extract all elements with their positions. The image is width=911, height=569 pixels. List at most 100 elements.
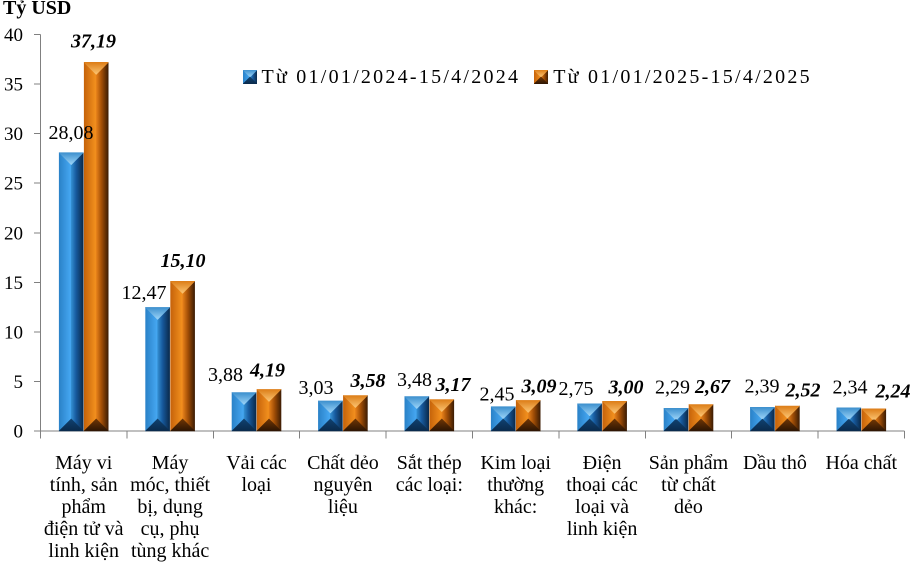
- category-label-7-line-1: từ chất: [661, 474, 716, 496]
- bar-s0-c3-bottom-face: [318, 418, 343, 432]
- category-label-0-line-4: linh kiện: [48, 540, 119, 562]
- category-label-7-line-2: dẻo: [674, 496, 703, 518]
- legend-marker-shape-s0: [242, 69, 257, 84]
- chart-legend: Từ 01/01/2024-15/4/2024 Từ 01/01/2025-15…: [242, 65, 812, 89]
- data-label-s0-c4: 3,48: [397, 369, 432, 391]
- bar-s1-c8: [775, 405, 800, 432]
- bar-s1-c2-bottom-face: [256, 418, 282, 432]
- category-label-0-line-0: Máy vi: [55, 452, 113, 474]
- bar-s1-c9: [861, 408, 887, 432]
- bar-s0-c2-bottom-face: [231, 418, 257, 432]
- bar-s0-c1: [145, 307, 170, 432]
- bar-s0-c4-top-face: [404, 396, 430, 409]
- bar-s0-c7: [663, 408, 689, 432]
- y-tick-label-15: 15: [4, 273, 23, 294]
- bar-s0-c6-bottom-face: [577, 418, 602, 432]
- category-label-0-line-2: phẩm: [61, 496, 106, 518]
- bar-s1-c0-right-face: [95, 62, 109, 432]
- category-label-4-line-0: Sắt thép: [397, 452, 462, 474]
- bar-s1-c1-bottom-face: [170, 418, 195, 432]
- data-label-s0-c5: 2,45: [480, 384, 515, 406]
- bar-s1-c6-top-face: [602, 400, 627, 414]
- category-label-1-line-2: bị, dụng: [137, 496, 203, 518]
- data-label-s1-c8: 2,52: [785, 380, 821, 402]
- category-label-9-line-0: Hóa chất: [825, 452, 897, 474]
- bar-s1-c8-bottom-face: [775, 418, 800, 432]
- data-label-s1-c1: 15,10: [161, 250, 206, 272]
- bar-s0-c1-right-face: [157, 307, 170, 432]
- legend-marker-shape-s1: [534, 69, 549, 84]
- bar-s1-c3: [343, 395, 368, 432]
- bar-s1-c1-top-face: [170, 281, 195, 294]
- legend-marker-shape-s1-top-face: [534, 69, 549, 77]
- bar-s1-c7-bottom-face: [688, 418, 714, 432]
- bar-s0-c0-left-face: [58, 152, 72, 432]
- data-label-s1-c9: 2,24: [875, 381, 911, 403]
- category-label-6-line-0: Điện: [583, 452, 622, 474]
- data-label-s1-c5: 3,09: [521, 376, 557, 398]
- category-label-3-line-1: nguyên: [313, 474, 372, 496]
- y-tick-labels: 0 5 10 15 20 25 30 35 40: [4, 25, 23, 443]
- data-label-s0-c2: 3,88: [208, 364, 243, 386]
- bar-s1-c0: [83, 62, 109, 432]
- category-label-5-line-0: Kim loại: [480, 452, 551, 474]
- bar-s1-c7-top-face: [688, 404, 714, 417]
- category-label-9: Hóa chất: [825, 452, 897, 474]
- bar-s1-c4-bottom-face: [429, 418, 455, 432]
- bar-s0-c0-top-face: [58, 152, 84, 165]
- bar-s0-c5: [490, 406, 516, 432]
- data-label-s1-c2: 4,19: [249, 360, 285, 382]
- category-label-1-line-4: tùng khác: [131, 540, 209, 562]
- bar-s0-c9: [836, 407, 862, 432]
- bar-s0-c0: [58, 152, 84, 432]
- bar-s0-c5-top-face: [490, 406, 516, 420]
- bar-s1-c6: [602, 400, 627, 432]
- y-tick-label-0: 0: [14, 422, 24, 443]
- bar-s0-c2-top-face: [231, 392, 257, 405]
- category-label-6-line-3: linh kiện: [567, 518, 638, 540]
- bar-s0-c5-bottom-face: [490, 418, 516, 432]
- legend-item-series-2024: Từ 01/01/2024-15/4/2024: [242, 65, 521, 89]
- y-tick-label-40: 40: [4, 25, 23, 46]
- bar-s0-c1-bottom-face: [145, 418, 170, 432]
- bar-s0-c7-bottom-face: [663, 419, 689, 432]
- y-tick-label-20: 20: [4, 223, 23, 244]
- category-label-8-line-0: Dầu thô: [743, 452, 807, 474]
- bar-s1-c2-top-face: [256, 389, 282, 402]
- bar-s0-c0-right-face: [70, 152, 84, 432]
- data-label-s1-c7: 2,67: [694, 376, 731, 398]
- bar-s1-c8-top-face: [775, 405, 800, 419]
- category-label-0-line-1: tính, sản: [50, 474, 118, 496]
- data-label-s0-c1: 12,47: [122, 282, 167, 304]
- category-label-3-line-0: Chất dẻo: [307, 452, 379, 474]
- category-label-4-line-1: các loại:: [396, 474, 463, 496]
- bar-s0-c8-bottom-face: [750, 418, 775, 432]
- legend-item-series-2025: Từ 01/01/2025-15/4/2025: [534, 65, 812, 89]
- bar-s0-c3: [318, 400, 343, 432]
- bars-layer: [58, 62, 887, 432]
- bar-s0-c4: [404, 396, 430, 432]
- bar-s1-c3-bottom-face: [343, 418, 368, 432]
- category-label-3-line-2: liệu: [328, 496, 358, 518]
- bar-s0-c6: [577, 403, 602, 432]
- legend-marker-shape-s0-bottom-face: [242, 76, 257, 84]
- category-label-7-line-0: Sản phẩm: [649, 452, 729, 474]
- bar-s1-c5: [515, 400, 541, 432]
- data-label-s0-c9: 2,34: [833, 377, 868, 399]
- legend-label-2024: Từ 01/01/2024-15/4/2024: [261, 66, 521, 88]
- category-label-0-line-3: điện tử và: [44, 518, 124, 540]
- data-label-s1-c3: 3,58: [350, 370, 386, 392]
- category-label-1-line-1: móc, thiết: [130, 474, 210, 496]
- data-label-s1-c4: 3,17: [435, 374, 472, 396]
- category-label-6-line-1: thoại các: [566, 474, 638, 496]
- category-label-5-line-1: thường: [487, 474, 544, 496]
- bar-s1-c7: [688, 404, 714, 432]
- legend-marker-2024-icon: [242, 69, 257, 84]
- data-label-s1-c0: 37,19: [70, 31, 116, 53]
